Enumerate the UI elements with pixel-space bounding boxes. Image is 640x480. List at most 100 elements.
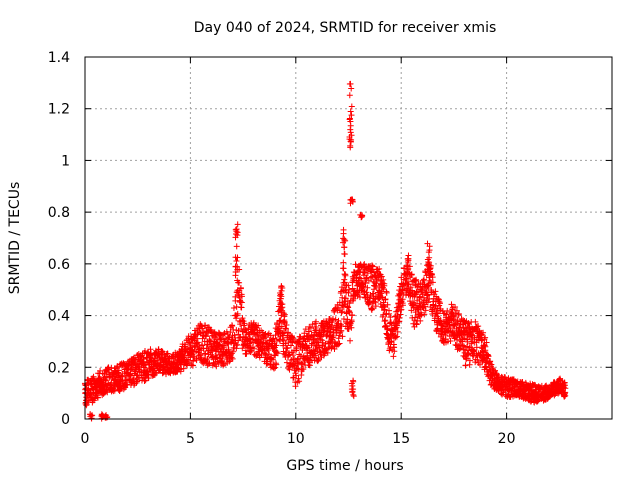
data-point xyxy=(350,386,357,393)
data-point xyxy=(404,269,411,276)
data-point xyxy=(405,255,412,262)
data-point xyxy=(335,335,342,342)
data-point xyxy=(519,378,526,385)
data-point xyxy=(394,328,401,335)
data-point xyxy=(203,333,210,340)
data-point xyxy=(321,350,328,357)
data-point xyxy=(382,317,389,324)
data-point xyxy=(392,334,399,341)
data-point xyxy=(433,309,440,316)
data-point xyxy=(284,344,291,351)
x-tick-label: 20 xyxy=(498,431,516,447)
data-point xyxy=(363,289,370,296)
data-point xyxy=(242,347,249,354)
y-tick-label: 1 xyxy=(61,153,70,169)
data-point xyxy=(340,230,347,237)
data-point xyxy=(336,332,343,339)
data-point xyxy=(214,358,221,365)
data-point xyxy=(312,352,319,359)
data-point xyxy=(468,331,475,338)
data-point xyxy=(347,142,354,149)
data-point xyxy=(413,321,420,328)
data-point xyxy=(269,356,276,363)
data-point xyxy=(492,367,499,374)
data-point xyxy=(197,351,204,358)
data-point xyxy=(495,372,502,379)
data-point xyxy=(234,254,241,261)
data-point xyxy=(145,368,152,375)
data-point xyxy=(349,197,356,204)
data-point xyxy=(293,345,300,352)
data-point xyxy=(241,320,248,327)
y-tick-label: 0.2 xyxy=(48,360,70,376)
data-point xyxy=(487,358,494,365)
chart-title: Day 040 of 2024, SRMTID for receiver xmi… xyxy=(194,20,497,36)
data-point xyxy=(435,330,442,337)
data-point xyxy=(464,343,471,350)
data-point xyxy=(412,309,419,316)
data-point xyxy=(189,347,196,354)
data-point xyxy=(403,262,410,269)
data-point xyxy=(367,274,374,281)
data-point xyxy=(266,351,273,358)
data-point xyxy=(361,269,368,276)
data-point xyxy=(145,374,152,381)
data-point xyxy=(480,329,487,336)
data-point xyxy=(356,274,363,281)
data-point xyxy=(428,271,435,278)
data-point xyxy=(439,322,446,329)
data-point xyxy=(482,343,489,350)
data-point xyxy=(436,300,443,307)
data-point xyxy=(425,249,432,256)
data-point xyxy=(304,344,311,351)
data-point xyxy=(409,287,416,294)
data-point xyxy=(233,243,240,250)
data-point xyxy=(282,325,289,332)
data-point xyxy=(425,272,432,279)
data-point xyxy=(282,340,289,347)
data-point xyxy=(464,338,471,345)
data-point xyxy=(209,347,216,354)
data-point xyxy=(228,339,235,346)
data-point xyxy=(270,335,277,342)
data-point xyxy=(341,276,348,283)
data-point xyxy=(344,316,351,323)
data-point xyxy=(159,370,166,377)
data-point xyxy=(250,345,257,352)
data-point xyxy=(380,286,387,293)
data-point xyxy=(238,293,245,300)
data-point xyxy=(381,280,388,287)
axis-ticks xyxy=(84,56,612,420)
data-point xyxy=(279,336,286,343)
data-point xyxy=(379,294,386,301)
data-point xyxy=(420,276,427,283)
data-point xyxy=(447,337,454,344)
data-point xyxy=(444,307,451,314)
data-point xyxy=(466,357,473,364)
y-tick-labels: 0 0.2 0.4 0.6 0.8 1 1.2 1.4 xyxy=(48,50,70,428)
data-point xyxy=(264,331,271,338)
y-tick-label: 0 xyxy=(61,412,70,428)
y-axis-label: SRMTID / TECUs xyxy=(7,182,23,295)
data-point xyxy=(424,240,431,247)
data-point xyxy=(407,284,414,291)
data-point xyxy=(349,312,356,319)
data-point xyxy=(422,303,429,310)
data-point xyxy=(152,369,159,376)
data-point xyxy=(419,291,426,298)
data-point xyxy=(277,301,284,308)
data-point xyxy=(234,263,241,270)
data-point xyxy=(295,375,302,382)
data-point xyxy=(396,303,403,310)
data-point xyxy=(200,329,207,336)
x-tick-label: 10 xyxy=(287,431,305,447)
x-tick-label: 0 xyxy=(81,431,90,447)
data-point xyxy=(394,308,401,315)
data-point xyxy=(413,289,420,296)
data-point xyxy=(357,211,364,218)
data-point xyxy=(475,323,482,330)
data-point xyxy=(347,337,354,344)
data-point xyxy=(292,383,299,390)
data-point xyxy=(304,332,311,339)
data-point xyxy=(310,342,317,349)
